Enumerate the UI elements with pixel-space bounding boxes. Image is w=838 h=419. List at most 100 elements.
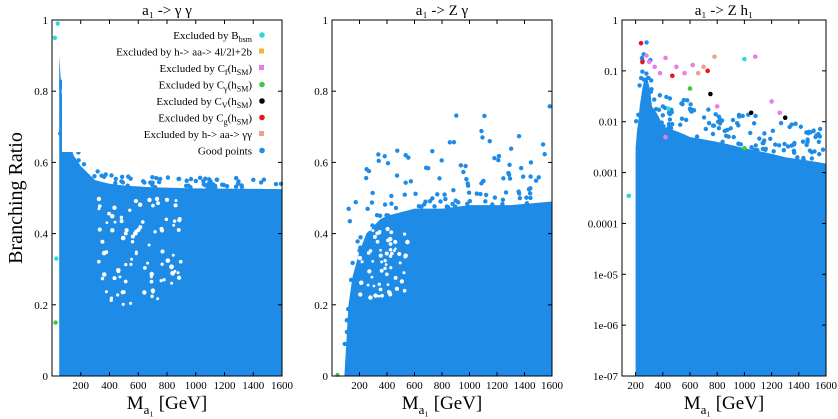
good-point (464, 176, 469, 182)
good-point (384, 213, 389, 218)
excluded-point (777, 110, 783, 116)
x-tick-label: 200 (73, 380, 90, 392)
good-point (479, 128, 484, 134)
good-point (365, 206, 370, 212)
gap (174, 199, 178, 203)
good-point (518, 165, 524, 171)
good-point (533, 178, 539, 183)
gap (378, 287, 383, 292)
good-point (644, 40, 649, 45)
good-point (184, 178, 189, 183)
gap (373, 293, 378, 298)
good-point (817, 134, 823, 139)
good-point (482, 113, 487, 119)
good-point (465, 181, 470, 186)
good-point (150, 175, 155, 180)
good-point (425, 165, 431, 171)
y-tick-label: 1 (613, 15, 619, 27)
good-point (344, 329, 350, 335)
gap (177, 218, 182, 223)
gap (159, 279, 163, 283)
good-point (345, 306, 351, 312)
gap (159, 228, 165, 233)
good-point (644, 71, 649, 76)
gap (366, 251, 371, 255)
good-point (188, 185, 193, 190)
good-point (680, 102, 685, 107)
good-point (728, 126, 733, 131)
excluded-point (55, 21, 60, 26)
good-point (376, 152, 381, 157)
good-point (792, 140, 797, 146)
good-point (66, 160, 71, 165)
y-ticks: 1e-07 1e-06 1e-05 0.0001 0.001 0.01 0.1 1 (588, 15, 826, 383)
good-point (640, 69, 645, 74)
legend: Excluded by Bbsm Excluded by h-> aa-> 4l/… (62, 24, 278, 158)
good-point (804, 130, 809, 135)
good-point (377, 213, 383, 218)
good-point (736, 112, 742, 118)
good-point (667, 96, 673, 101)
good-point (763, 146, 768, 151)
good-point (503, 190, 509, 195)
good-point (353, 199, 358, 205)
legend-marker (259, 32, 265, 38)
gap (153, 230, 157, 234)
good-point (466, 190, 472, 195)
good-point (258, 180, 264, 185)
x-tick-label: 200 (627, 380, 644, 392)
good-point (527, 191, 533, 196)
good-point (816, 139, 822, 144)
gap (398, 261, 402, 265)
gap (170, 281, 174, 285)
gap (367, 226, 372, 231)
gap (372, 234, 377, 239)
y-tick-label: 0 (43, 371, 49, 383)
y-tick-label: 1e-05 (593, 269, 619, 281)
gap (124, 262, 128, 267)
excluded-point (657, 70, 663, 76)
good-point (706, 120, 712, 126)
good-point (753, 113, 758, 119)
good-point (432, 204, 437, 209)
gap (169, 264, 174, 270)
excluded-point (652, 64, 657, 70)
legend-marker (259, 81, 265, 88)
gap (149, 279, 154, 284)
good-point (157, 176, 163, 182)
gap (176, 228, 181, 232)
good-point (528, 174, 533, 179)
good-point (778, 120, 784, 126)
excluded-point (663, 134, 668, 140)
good-point (389, 193, 394, 199)
excluded-point (665, 106, 671, 112)
good-point (791, 148, 797, 153)
gap (385, 226, 390, 232)
y-tick-label: 0.4 (314, 229, 328, 241)
gap (379, 248, 382, 252)
good-point (703, 126, 709, 132)
legend-marker (259, 98, 265, 104)
legend-label: Excluded by Cg(hSM) (158, 113, 252, 127)
gap (147, 243, 151, 247)
gap (97, 227, 102, 232)
good-point (730, 117, 736, 123)
good-points-scatter (58, 79, 284, 191)
good-point (345, 317, 350, 323)
good-point (524, 195, 529, 200)
good-point (661, 124, 666, 129)
good-point (793, 121, 798, 126)
excluded-point (674, 64, 679, 70)
good-point (483, 199, 488, 204)
legend-label: Excluded by CV(hSM) (156, 96, 252, 110)
good-point (761, 140, 766, 146)
gap (130, 257, 134, 261)
good-point (716, 125, 722, 131)
good-point (65, 169, 70, 174)
gap (143, 266, 147, 270)
y-tick-label: 0.1 (604, 66, 618, 78)
good-point (492, 155, 497, 161)
